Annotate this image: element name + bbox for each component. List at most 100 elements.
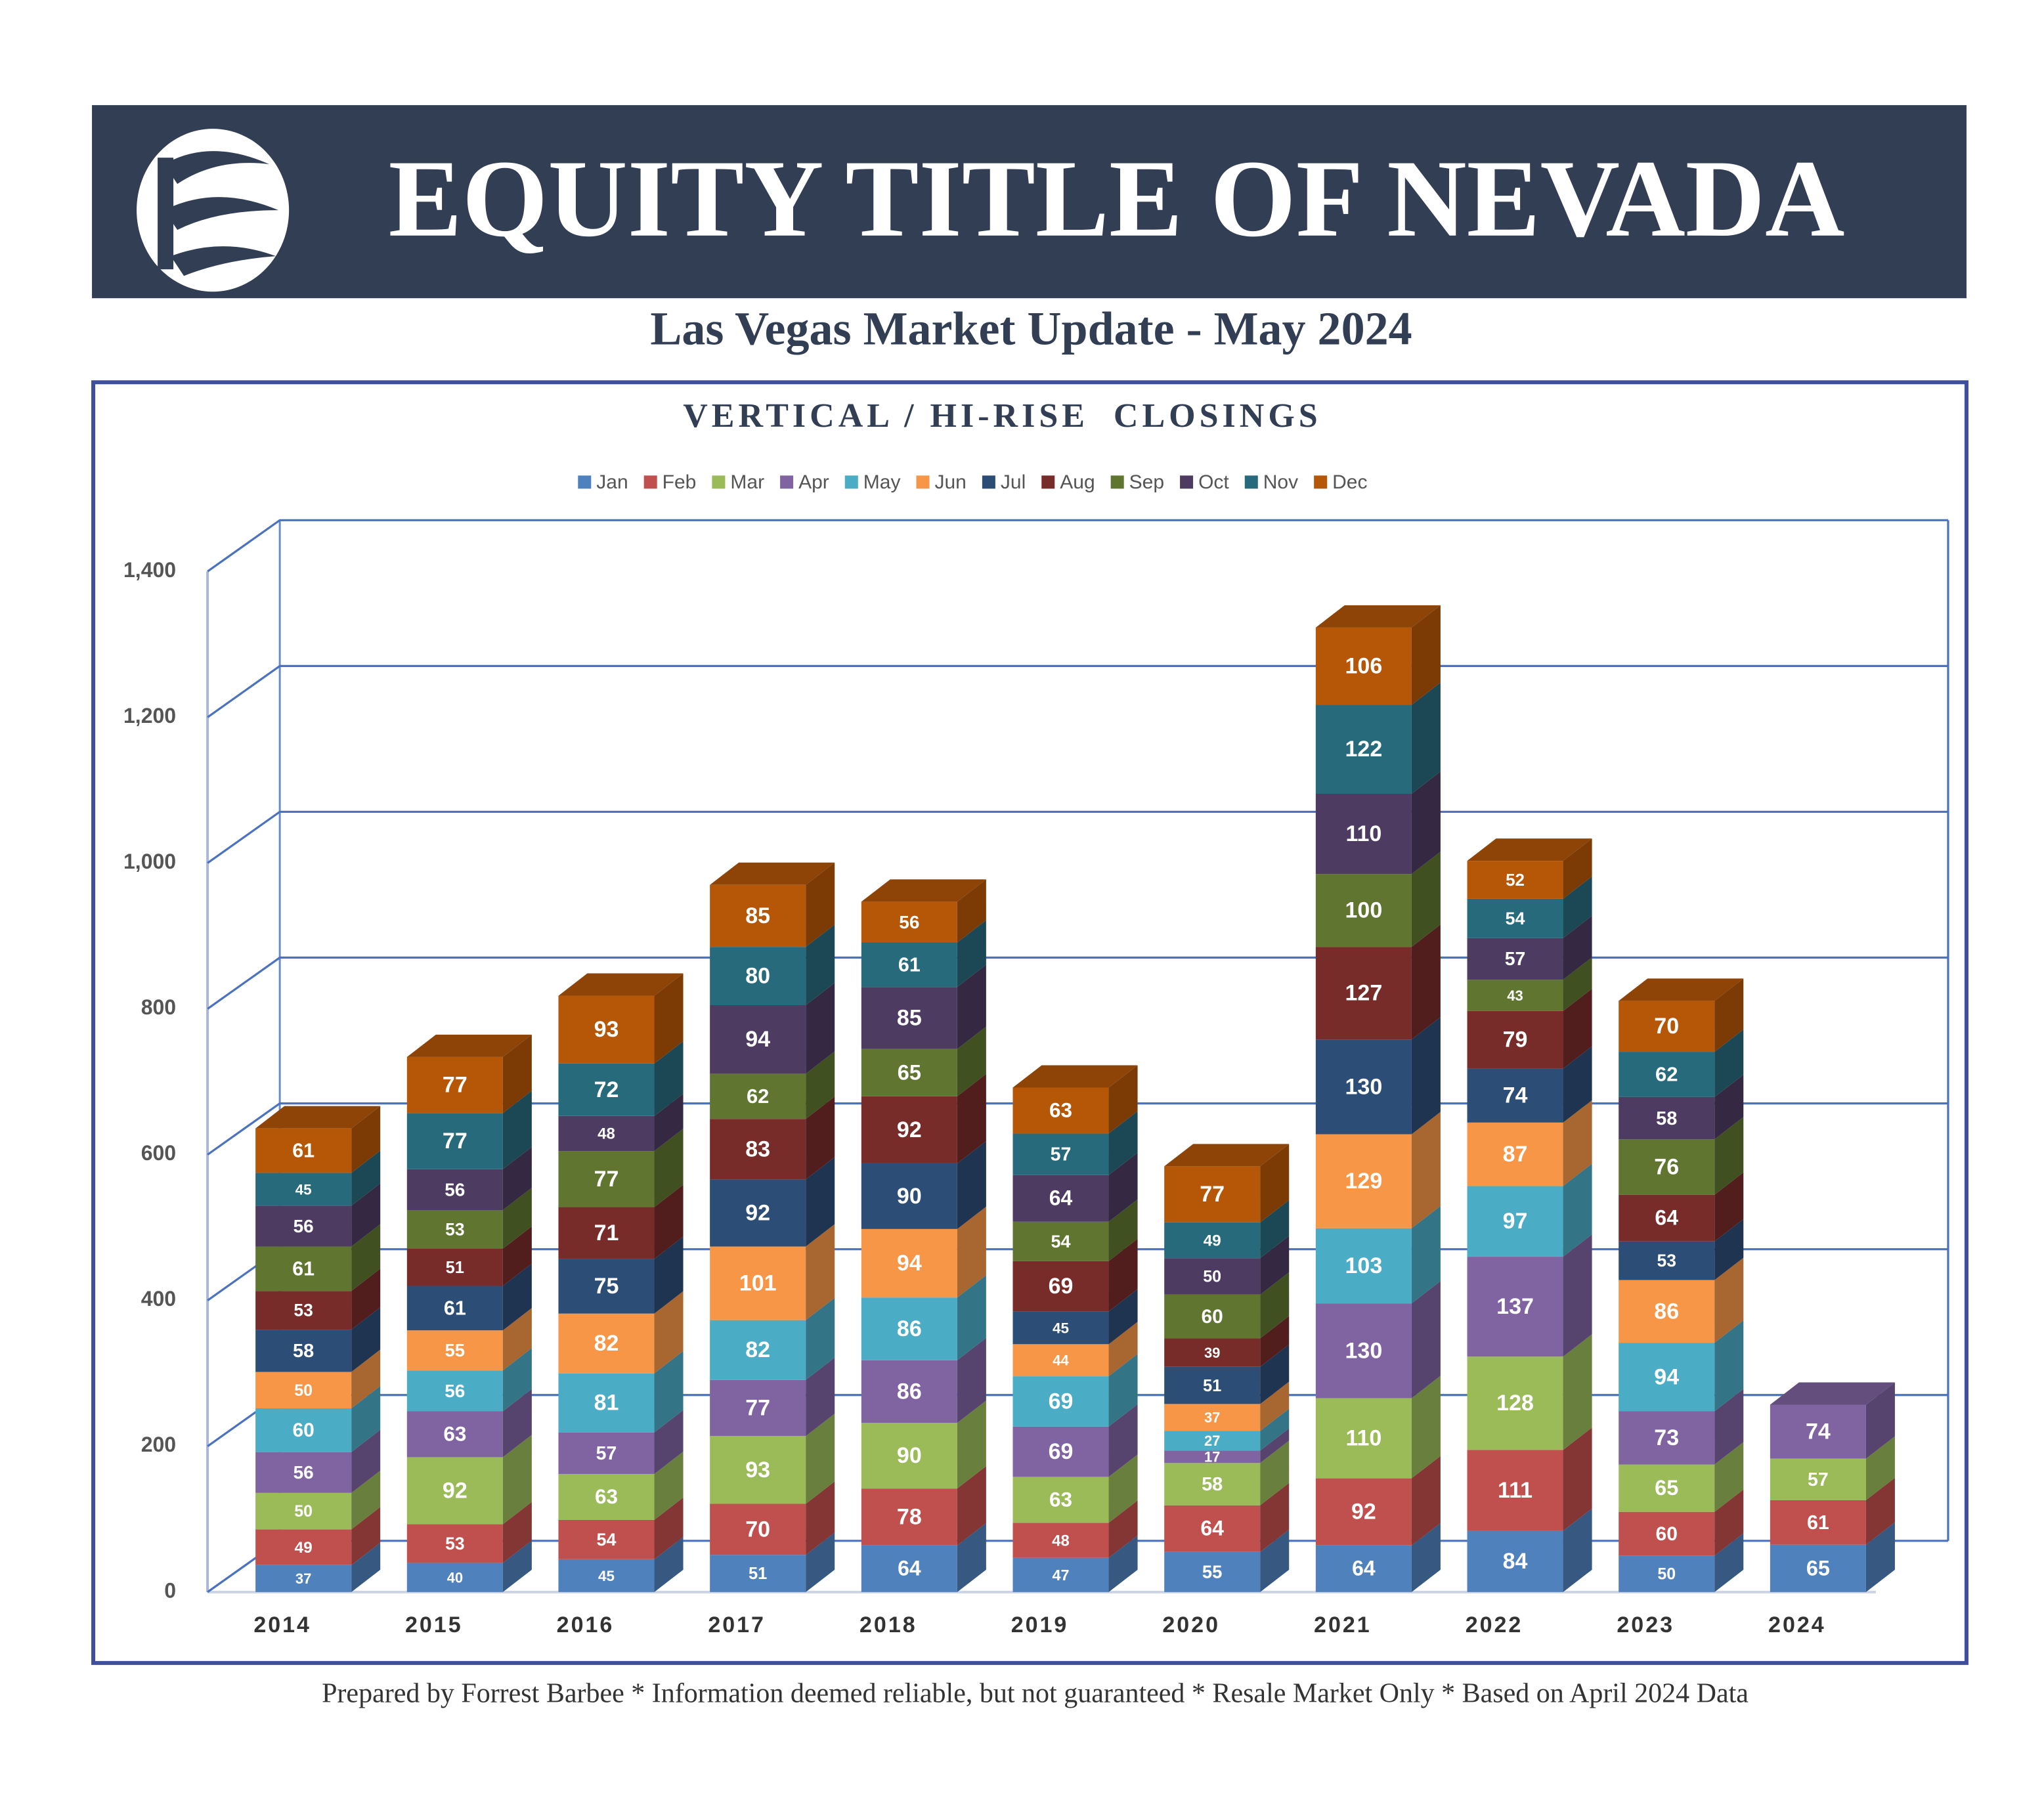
bar-side [1714, 1172, 1744, 1242]
data-label: 57 [596, 1443, 617, 1464]
bar-segment [861, 942, 957, 987]
data-label: 77 [443, 1129, 468, 1154]
bar-segment [861, 1360, 957, 1423]
bar-side [351, 1224, 381, 1291]
data-label: 92 [745, 1200, 770, 1225]
bar-segment [1315, 1134, 1412, 1228]
bar-side [654, 1129, 684, 1207]
bar-side [1108, 1238, 1138, 1312]
bar-top [1770, 1382, 1895, 1405]
bar-side [1865, 1436, 1895, 1500]
bar-segment [1012, 1426, 1109, 1477]
legend-label: Sep [1129, 471, 1164, 493]
bar-side [1563, 838, 1592, 899]
y-tick-label: 1,200 [123, 704, 176, 727]
bar-side [1714, 1029, 1744, 1097]
x-tick-label: 2024 [1768, 1613, 1826, 1637]
bar-segment [1164, 1366, 1261, 1404]
bar-side [1260, 1440, 1290, 1505]
bar-segment [710, 1320, 806, 1380]
data-label: 39 [1204, 1345, 1220, 1361]
bar-top [1619, 978, 1744, 1001]
x-tick-label: 2018 [859, 1613, 917, 1637]
data-label: 44 [1053, 1353, 1069, 1369]
data-label: 51 [749, 1565, 767, 1583]
bar-segment [255, 1565, 352, 1592]
bar-segment [710, 884, 806, 947]
y-tick-label: 1,400 [123, 558, 176, 582]
bar-side [502, 1389, 532, 1458]
bar-segment [1164, 1463, 1261, 1505]
legend-swatch [643, 475, 657, 489]
bar-side [1411, 1205, 1441, 1304]
bar-segment [1467, 898, 1563, 938]
data-label: 64 [1200, 1517, 1224, 1540]
bar-segment [1315, 947, 1412, 1040]
bar-segment [1619, 1052, 1715, 1097]
bar-side [654, 973, 684, 1064]
plot: 0 200 400 600 800 1,000 1,200 1,400 Jan Feb Mar Apr… [123, 471, 1949, 1637]
bar-segment [861, 1049, 957, 1096]
bar-side [1260, 1381, 1290, 1431]
data-label: 82 [594, 1331, 619, 1356]
data-label: 56 [899, 912, 919, 932]
bar-side [502, 1540, 532, 1592]
bar-side [654, 1041, 684, 1116]
bar-side [1260, 1483, 1290, 1552]
data-label: 54 [1051, 1232, 1071, 1251]
bar-side [1714, 1074, 1744, 1140]
bar-top [861, 879, 986, 902]
data-label: 77 [745, 1395, 770, 1420]
bar-side [1108, 1404, 1138, 1477]
data-label: 55 [1202, 1562, 1223, 1582]
data-label: 97 [1503, 1209, 1528, 1234]
bar-side [1865, 1522, 1895, 1592]
data-label: 45 [1053, 1320, 1069, 1336]
legend-swatch [1041, 475, 1055, 489]
bar-side [1563, 957, 1592, 1011]
bar-side [957, 1400, 986, 1489]
bar-segment [1012, 1221, 1109, 1261]
data-label: 106 [1345, 654, 1383, 679]
bar-segment [1467, 1356, 1563, 1450]
bar-segment [1012, 1477, 1109, 1523]
bar-side [502, 1263, 532, 1331]
data-label: 50 [1203, 1268, 1221, 1286]
data-label: 93 [745, 1458, 770, 1483]
bar-side [1411, 1112, 1441, 1228]
data-label: 110 [1345, 1426, 1381, 1451]
bar-side [1108, 1065, 1138, 1134]
bar-side [1108, 1354, 1138, 1427]
bar-side [654, 1451, 684, 1520]
data-label: 58 [293, 1341, 314, 1362]
legend-label: Mar [730, 471, 764, 493]
bar-side [1108, 1289, 1138, 1345]
data-label: 61 [292, 1257, 315, 1280]
data-label: 69 [1049, 1274, 1074, 1299]
bar-side [1563, 988, 1592, 1069]
legend-label: Aug [1060, 471, 1095, 493]
data-label: 63 [1049, 1099, 1072, 1122]
bar-segment [710, 1073, 806, 1119]
y-tick-label: 400 [141, 1287, 176, 1310]
bar-segment [558, 1259, 655, 1314]
bar-side [1865, 1382, 1895, 1459]
legend-label: Jun [935, 471, 967, 493]
bar-segment [1467, 1450, 1563, 1531]
data-label: 52 [1506, 870, 1525, 890]
bar-side [654, 1497, 684, 1559]
bar-side [806, 1414, 835, 1504]
bar-side [1108, 1199, 1138, 1261]
bar-side [654, 1093, 684, 1152]
data-label: 84 [1503, 1549, 1528, 1574]
x-tick-label: 2017 [708, 1613, 766, 1637]
bar-side [1563, 876, 1592, 938]
x-tick-label: 2016 [557, 1613, 615, 1637]
bar-side [1260, 1344, 1290, 1404]
bar-segment [1164, 1166, 1261, 1223]
bar-segment [1315, 704, 1412, 794]
bar-segment [861, 987, 957, 1049]
bar-side [502, 1146, 532, 1211]
legend-swatch [712, 475, 726, 489]
bar-segment [1619, 1464, 1715, 1512]
